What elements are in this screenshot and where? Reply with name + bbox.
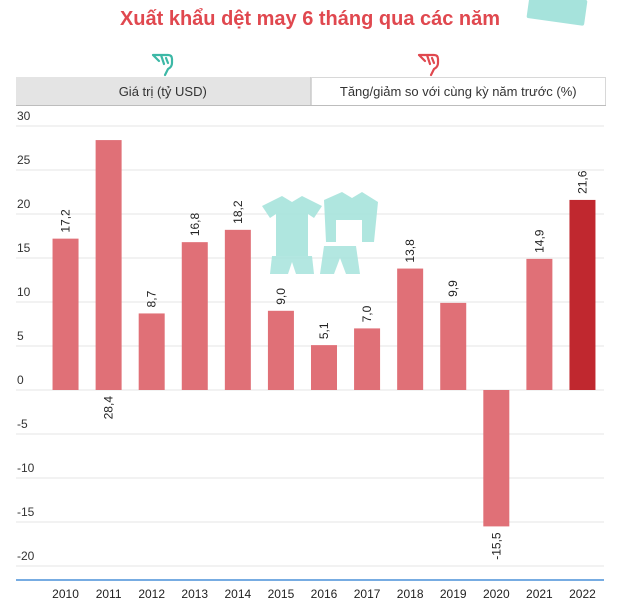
pointing-hand-icon bbox=[417, 53, 440, 77]
data-label: 5,1 bbox=[317, 322, 331, 339]
data-label: 7,0 bbox=[360, 305, 374, 322]
bar bbox=[397, 268, 424, 390]
bar bbox=[354, 328, 381, 390]
bar bbox=[483, 390, 510, 527]
data-label: 8,7 bbox=[145, 290, 159, 307]
bar bbox=[224, 229, 251, 390]
x-tick-label: 2018 bbox=[397, 587, 424, 601]
x-tick-label: 2021 bbox=[526, 587, 553, 601]
data-label: -15,5 bbox=[489, 532, 503, 560]
data-label: 17,2 bbox=[59, 209, 73, 233]
bar bbox=[526, 258, 553, 390]
bar bbox=[267, 310, 294, 390]
x-tick-label: 2010 bbox=[52, 587, 79, 601]
y-tick-label: -15 bbox=[17, 505, 35, 519]
bar bbox=[95, 140, 122, 390]
x-tick-label: 2017 bbox=[354, 587, 381, 601]
data-label: 9,9 bbox=[446, 280, 460, 297]
data-label: 28,4 bbox=[102, 396, 116, 420]
y-tick-label: 0 bbox=[17, 373, 24, 387]
x-tick-label: 2014 bbox=[224, 587, 251, 601]
y-tick-label: 30 bbox=[17, 109, 31, 123]
bar bbox=[311, 345, 337, 390]
chart-title: Xuất khẩu dệt may 6 tháng qua các năm bbox=[119, 8, 501, 30]
chart-tabs: Giá trị (tỷ USD) Tăng/giảm so với cùng k… bbox=[16, 77, 606, 106]
bar bbox=[440, 302, 467, 390]
y-tick-label: 10 bbox=[17, 285, 31, 299]
bar bbox=[181, 242, 208, 390]
tab-growth[interactable]: Tăng/giảm so với cùng kỳ năm trước (%) bbox=[310, 77, 606, 105]
x-tick-label: 2012 bbox=[138, 587, 165, 601]
x-tick-label: 2020 bbox=[483, 587, 510, 601]
x-tick-label: 2022 bbox=[569, 587, 596, 601]
x-tick-label: 2011 bbox=[96, 587, 122, 601]
tab-value[interactable]: Giá trị (tỷ USD) bbox=[16, 77, 311, 105]
y-tick-label: -5 bbox=[17, 417, 28, 431]
data-label: 21,6 bbox=[575, 170, 589, 194]
data-label: 14,9 bbox=[532, 229, 546, 253]
bar bbox=[569, 199, 596, 390]
data-label: 13,8 bbox=[403, 239, 417, 263]
data-label: 16,8 bbox=[188, 212, 202, 236]
x-tick-label: 2016 bbox=[311, 587, 338, 601]
y-tick-label: -20 bbox=[17, 549, 35, 563]
bar bbox=[138, 313, 165, 390]
data-label: 9,0 bbox=[274, 288, 288, 305]
x-tick-label: 2013 bbox=[181, 587, 208, 601]
y-tick-label: 25 bbox=[17, 153, 31, 167]
data-label: 18,2 bbox=[231, 200, 245, 224]
y-tick-label: -10 bbox=[17, 461, 35, 475]
pointing-hand-icon bbox=[151, 53, 174, 77]
x-tick-label: 2019 bbox=[440, 587, 467, 601]
x-tick-label: 2015 bbox=[268, 587, 295, 601]
clothing-illustration bbox=[262, 192, 378, 274]
bar bbox=[52, 238, 79, 390]
y-tick-label: 20 bbox=[17, 197, 31, 211]
y-tick-label: 5 bbox=[17, 329, 24, 343]
y-tick-label: 15 bbox=[17, 241, 31, 255]
